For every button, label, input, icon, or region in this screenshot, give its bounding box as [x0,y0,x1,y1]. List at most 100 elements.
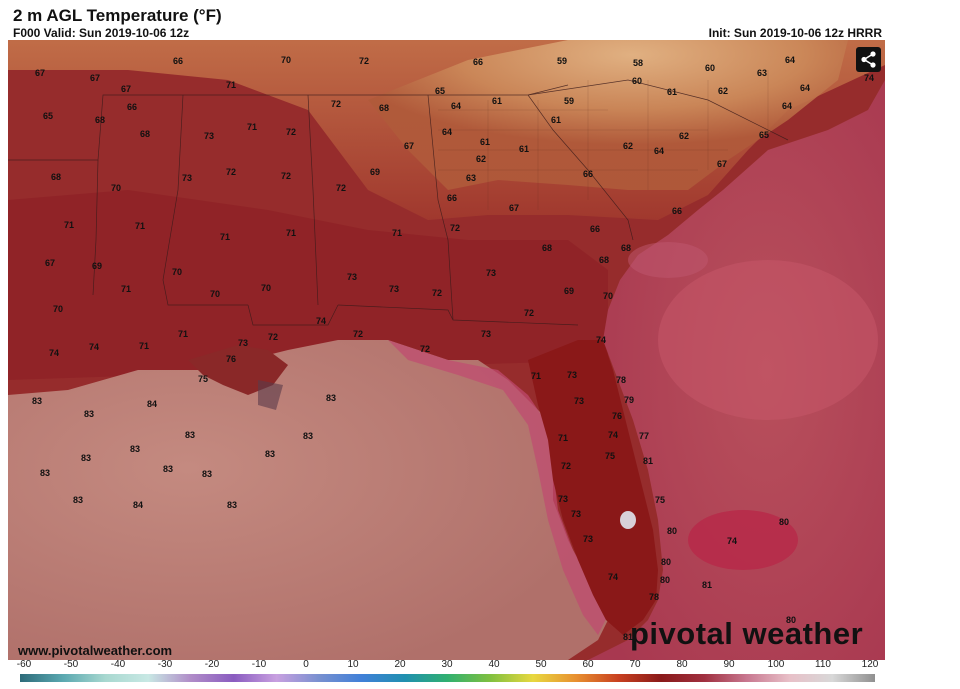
temperature-label: 70 [209,289,221,299]
temperature-label: 83 [129,444,141,454]
share-button[interactable] [856,47,881,72]
colorbar-tick: 90 [723,659,735,670]
temperature-label: 66 [446,193,458,203]
temperature-label: 74 [315,316,327,326]
temperature-label: 74 [607,430,619,440]
temperature-label: 72 [352,329,364,339]
temperature-label: 83 [201,469,213,479]
temperature-label: 69 [91,261,103,271]
temperature-label: 83 [226,500,238,510]
map-base [8,40,885,660]
temperature-label: 83 [162,464,174,474]
temperature-label: 73 [573,396,585,406]
temperature-label: 68 [620,243,632,253]
colorbar-tick: -50 [63,659,79,670]
temperature-label: 71 [120,284,132,294]
temperature-label: 73 [346,272,358,282]
temperature-label: 75 [654,495,666,505]
colorbar-tick: 100 [767,659,785,670]
brand-logo: pivotal weather [630,616,864,651]
temperature-label: 66 [671,206,683,216]
temperature-label: 84 [146,399,158,409]
temperature-label: 68 [50,172,62,182]
colorbar-tick: -20 [204,659,220,670]
temperature-label: 73 [203,131,215,141]
temperature-label: 71 [138,341,150,351]
temperature-label: 71 [557,433,569,443]
temperature-map[interactable]: 67 67 67 66 65 68 68 66 70 72 71 72 68 73 71 72 67 66 59 58… [8,40,885,660]
temperature-label: 83 [83,409,95,419]
temperature-label: 73 [557,494,569,504]
temperature-label: 62 [622,141,634,151]
temperature-label: 67 [89,73,101,83]
temperature-label: 68 [94,115,106,125]
init-time: Init: Sun 2019-10-06 12z HRRR [708,26,882,40]
colorbar-tick: -30 [157,659,173,670]
temperature-label: 70 [602,291,614,301]
temperature-label: 69 [563,286,575,296]
temperature-label: 64 [653,146,665,156]
temperature-label: 66 [172,56,184,66]
temperature-label: 71 [225,80,237,90]
temperature-label: 61 [666,87,678,97]
temperature-label: 83 [184,430,196,440]
temperature-label: 83 [264,449,276,459]
temperature-label: 73 [485,268,497,278]
temperature-label: 66 [582,169,594,179]
share-icon [861,51,876,68]
temperature-label: 72 [285,127,297,137]
temperature-label: 68 [139,129,151,139]
site-credit[interactable]: www.pivotalweather.com [18,643,173,658]
colorbar-tick: 20 [394,659,406,670]
temperature-label: 67 [403,141,415,151]
temperature-label: 73 [582,534,594,544]
temperature-label: 61 [518,144,530,154]
temperature-label: 72 [225,167,237,177]
temperature-label: 73 [388,284,400,294]
colorbar-tick: 70 [629,659,641,670]
temperature-label: 72 [560,461,572,471]
temperature-label: 64 [450,101,462,111]
temperature-label: 71 [219,232,231,242]
temperature-label: 66 [126,102,138,112]
temperature-label: 80 [785,615,797,625]
temperature-label: 81 [701,580,713,590]
temperature-label: 70 [260,283,272,293]
temperature-label: 60 [704,63,716,73]
temperature-label: 71 [530,371,542,381]
temperature-label: 80 [659,575,671,585]
colorbar-tick: -60 [16,659,32,670]
temperature-label: 74 [595,335,607,345]
temperature-label: 72 [449,223,461,233]
temperature-label: 68 [541,243,553,253]
temperature-label: 73 [237,338,249,348]
temperature-label: 73 [181,173,193,183]
temperature-label: 84 [132,500,144,510]
temperature-label: 74 [863,73,875,83]
temperature-label: 70 [280,55,292,65]
temperature-label: 61 [491,96,503,106]
colorbar-tick: 110 [815,659,831,670]
temperature-label: 81 [642,456,654,466]
temperature-label: 75 [604,451,616,461]
temperature-label: 76 [225,354,237,364]
temperature-label: 83 [39,468,51,478]
temperature-label: 83 [302,431,314,441]
colorbar-tick: -40 [110,659,126,670]
temperature-label: 64 [781,101,793,111]
temperature-label: 67 [44,258,56,268]
temperature-label: 66 [472,57,484,67]
colorbar-tick: 30 [441,659,453,670]
temperature-label: 59 [556,56,568,66]
temperature-label: 72 [280,171,292,181]
temperature-label: 73 [566,370,578,380]
temperature-label: 67 [120,84,132,94]
temperature-label: 62 [475,154,487,164]
temperature-label: 70 [171,267,183,277]
temperature-label: 67 [508,203,520,213]
colorbar-tick: 50 [535,659,547,670]
temperature-label: 72 [431,288,443,298]
temperature-label: 64 [784,55,796,65]
temperature-label: 83 [72,495,84,505]
temperature-label: 61 [479,137,491,147]
